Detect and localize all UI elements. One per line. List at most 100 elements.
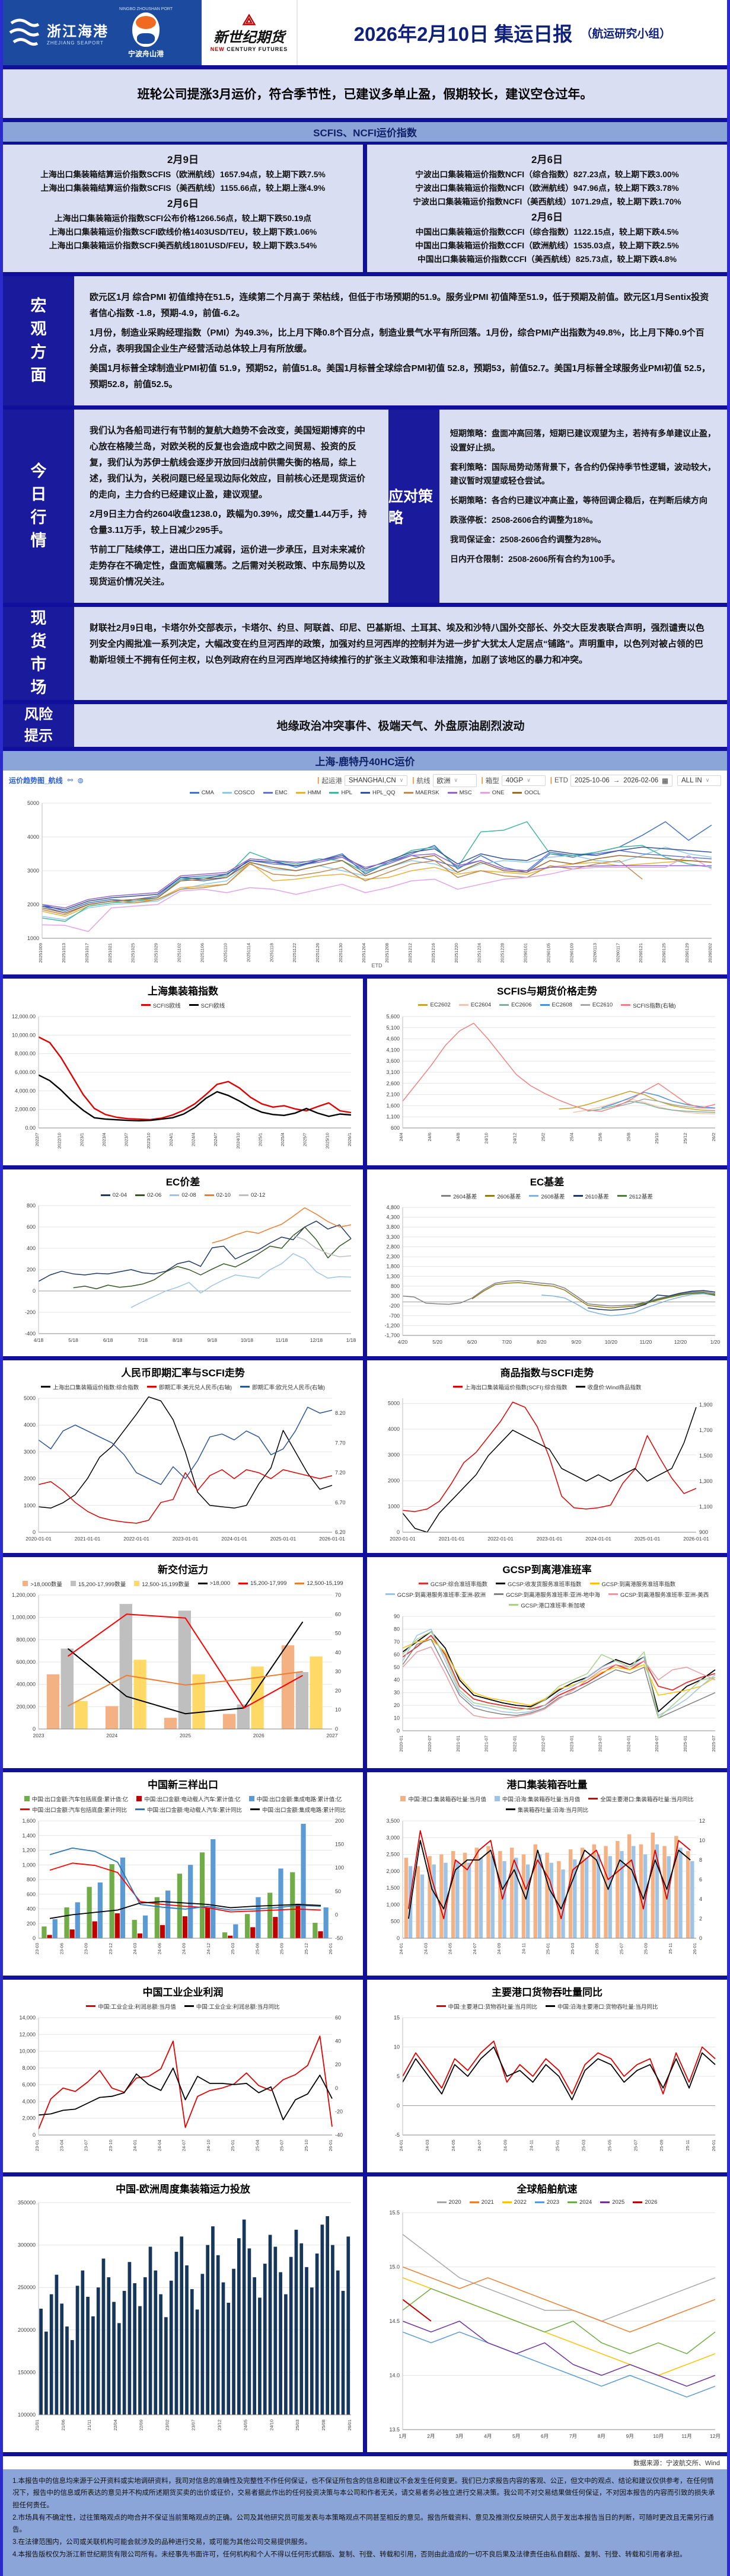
legend-line-icon [250, 1808, 260, 1811]
svg-text:0: 0 [33, 1529, 36, 1535]
svg-text:20251102: 20251102 [177, 943, 182, 963]
today-section: 今日行情 我们认为各船司进行有节制的复航大趋势不会改变，美国短期博弈的中心放在格… [3, 410, 727, 607]
logo2-name: 宁波舟山港 [128, 49, 164, 58]
svg-text:20260121: 20260121 [638, 943, 643, 963]
svg-text:12,000: 12,000 [19, 2031, 36, 2037]
svg-text:22/09: 22/09 [139, 2420, 144, 2431]
ningbo-zhoushan-port-logo: NINGBO ZHOUSHAN PORT 宁波舟山港 [119, 7, 173, 59]
legend-item: 即期汇率:欧元兑人民币(右轴) [240, 1383, 325, 1391]
chart-title: 中国-欧洲周度集装箱运力投放 [116, 2183, 250, 2195]
svg-text:20260101: 20260101 [523, 943, 528, 963]
global-ship-speed-chart: 2020 2021 2022 2023 2024 2025 2026 13.5 14.0 14.5… [369, 2197, 725, 2447]
svg-text:400: 400 [27, 1245, 36, 1251]
svg-text:2025/1: 2025/1 [257, 1133, 263, 1146]
legend-line-icon [546, 2005, 555, 2008]
link-icon[interactable]: ⚯ [67, 777, 73, 785]
svg-text:24-01: 24-01 [132, 2140, 138, 2151]
svg-text:20260125: 20260125 [661, 943, 667, 963]
svg-text:4: 4 [699, 1896, 702, 1902]
ec-spread-chart: 02-04 02-06 02-08 02-10 02-12 -400 -200 0 200 400… [5, 1190, 361, 1351]
chart-cell: 新交付运力 >18,000数量 15,200-17,999数量 12,500-15,1… [3, 1557, 363, 1768]
chart-legend: 2604基差 2606基差 2608基差 2610基差 2612基差 [369, 1190, 725, 1201]
svg-text:70: 70 [394, 1638, 400, 1644]
seaport-wave-icon [9, 15, 41, 50]
svg-text:3000: 3000 [388, 1452, 400, 1458]
risk-content: 地缘政治冲突事件、极端天气、外盘原油剧烈波动 [74, 704, 727, 747]
svg-text:6/18: 6/18 [103, 1337, 113, 1343]
svg-text:15.0: 15.0 [389, 2264, 400, 2270]
svg-text:600: 600 [391, 1125, 400, 1131]
svg-text:20251029: 20251029 [154, 943, 159, 963]
port-egg-icon [132, 12, 160, 47]
svg-text:25/8: 25/8 [626, 1133, 631, 1142]
legend-line-icon [170, 1194, 180, 1196]
svg-text:1,000: 1,000 [22, 1862, 36, 1868]
svg-text:2024-01-01: 2024-01-01 [221, 1536, 247, 1542]
spot-section: 现货市场 财联社2月9日电，卡塔尔外交部表示，卡塔尔、约旦、阿联酋、印尼、巴基斯… [3, 607, 727, 704]
svg-text:3月: 3月 [455, 2433, 463, 2439]
svg-text:4/18: 4/18 [34, 1337, 44, 1343]
chart-title: 全球船舶航速 [517, 2183, 578, 2195]
today-label: 今日行情 [3, 410, 74, 603]
svg-text:15.5: 15.5 [389, 2210, 400, 2216]
svg-text:7/18: 7/18 [138, 1337, 148, 1343]
legend-line-icon [499, 1004, 509, 1006]
svg-text:30: 30 [335, 1669, 341, 1674]
etd-range-picker[interactable]: | ETD 2025-10-06 → 2026-02-06 ▦ [550, 774, 672, 787]
legend-item: 2020 [436, 2199, 461, 2206]
svg-text:300: 300 [391, 1293, 400, 1299]
spot-content: 财联社2月9日电，卡塔尔外交部表示，卡塔尔、约旦、阿联酋、印尼、巴基斯坦、土耳其… [74, 607, 727, 700]
svg-text:6,000.00: 6,000.00 [15, 1069, 36, 1075]
boxtype-select[interactable]: | 箱型 40GP ∨ [482, 775, 546, 786]
svg-text:5000: 5000 [388, 1400, 400, 1406]
svg-text:25-09: 25-09 [279, 1943, 285, 1954]
svg-text:2023/10: 2023/10 [146, 1133, 151, 1149]
freight-section-header: 上海-鹿特丹40HC运价 [3, 750, 727, 771]
svg-text:21/01: 21/01 [34, 2420, 40, 2431]
svg-text:2025/10: 2025/10 [324, 1133, 330, 1149]
svg-text:25/2: 25/2 [541, 1133, 546, 1142]
svg-text:25-03: 25-03 [230, 1943, 235, 1954]
china-europe-capacity-chart: 100000 150000 200000 250000 300000 350000 21/0… [5, 2197, 361, 2449]
svg-text:1,600: 1,600 [22, 1818, 36, 1824]
svg-text:20251228: 20251228 [500, 943, 505, 963]
svg-text:2024/4: 2024/4 [191, 1133, 196, 1146]
svg-text:2: 2 [699, 1916, 702, 1922]
legend-line-icon [452, 1386, 463, 1388]
svg-text:24-12: 24-12 [206, 1943, 211, 1954]
legend-item: 2608基差 [529, 1192, 565, 1200]
scfis-futures-chart: EC2602 EC2604 EC2606 EC2608 EC2610 SCFIS指数(右轴… [369, 999, 725, 1162]
svg-text:20260113: 20260113 [592, 943, 597, 963]
svg-text:90: 90 [394, 1613, 400, 1619]
svg-text:0: 0 [33, 1288, 36, 1294]
legend-item: SCFIS指数(右轴) [621, 1001, 676, 1009]
allin-select[interactable]: ALL IN ∨ [677, 775, 721, 786]
svg-text:400: 400 [27, 1906, 36, 1912]
svg-text:2,000: 2,000 [386, 1868, 400, 1874]
index-line: 上海出口集装箱运价指数SCFI公布价格1266.56点，较上期下跌50.19点 [54, 214, 312, 223]
svg-text:20251208: 20251208 [384, 943, 390, 963]
legend-line-icon [485, 1195, 495, 1197]
svg-text:14.0: 14.0 [389, 2372, 400, 2378]
svg-text:150: 150 [335, 1841, 344, 1847]
port-container-chart: 中国:港口:集装箱吞吐量:当月值 中国:沿海:集装箱吞吐量:当月值 全国主要港口:集… [369, 1792, 725, 1972]
freight-toolbar: 运价趋势图_航线 ⚯ ◍ | 起运港 SHANGHAI,CN ∨ | 航线 欧洲 ∨ |… [9, 774, 721, 787]
svg-text:24-07: 24-07 [181, 2140, 187, 2151]
svg-text:0: 0 [397, 2102, 400, 2108]
legend-item: 2024 [568, 2199, 592, 2206]
svg-text:11月: 11月 [681, 2433, 691, 2439]
legend-line-icon [418, 1004, 428, 1006]
strategy-line: 我司保证金：2508-2606合约调整为28%。 [450, 534, 606, 544]
svg-text:25-01: 25-01 [546, 1943, 551, 1954]
chart-title: GCSP到离港准班率 [502, 1564, 592, 1575]
svg-text:30: 30 [394, 1689, 400, 1695]
svg-text:24-07: 24-07 [477, 2140, 482, 2151]
route-select[interactable]: | 航线 欧洲 ∨ [412, 774, 477, 787]
spot-label: 现货市场 [3, 607, 74, 700]
svg-text:1,300: 1,300 [699, 1478, 713, 1484]
svg-text:20251130: 20251130 [338, 943, 343, 963]
svg-text:25/4: 25/4 [569, 1133, 574, 1142]
info-icon[interactable]: ◍ [77, 777, 84, 785]
origin-select[interactable]: | 起运港 SHANGHAI,CN ∨ [317, 775, 408, 786]
svg-text:2025-01-01: 2025-01-01 [270, 1536, 297, 1542]
